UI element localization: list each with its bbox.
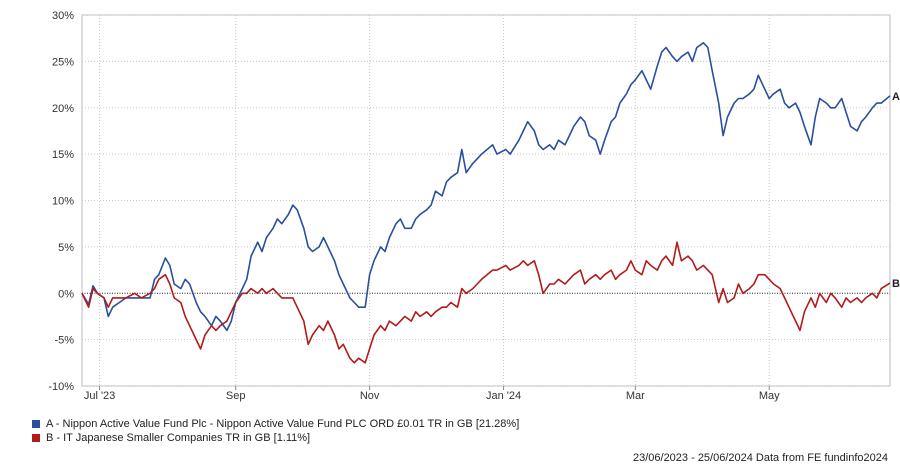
end-labels: AB — [892, 91, 900, 290]
y-tick-label: 30% — [52, 10, 74, 22]
y-tick-label: 10% — [52, 196, 74, 208]
x-tick-label: May — [759, 390, 780, 402]
legend-swatch-a — [32, 420, 40, 428]
line-chart: 30% 25% 20% 15% 10% 5% 0% -5% -10% Jul '23 Sep Nov… — [48, 10, 900, 402]
legend-item-b[interactable]: B - IT Japanese Smaller Companies TR in … — [32, 431, 519, 445]
series-line-a — [81, 41, 891, 332]
footer-source: 23/06/2023 - 25/06/2024 Data from FE fun… — [632, 452, 888, 464]
legend-item-a[interactable]: A - Nippon Active Value Fund Plc - Nippo… — [32, 417, 519, 431]
x-tick-label: Nov — [360, 390, 380, 402]
series-end-label-a: A — [892, 91, 900, 103]
x-tick-label: Jan '24 — [486, 390, 521, 402]
x-tick-label: Mar — [626, 390, 645, 402]
legend: A - Nippon Active Value Fund Plc - Nippo… — [32, 417, 519, 445]
y-tick-label: 5% — [58, 242, 74, 254]
series-line-b — [81, 241, 891, 364]
x-axis: Jul '23 Sep Nov Jan '24 Mar May — [84, 386, 780, 402]
series-end-label-b: B — [892, 278, 900, 290]
grid-lines — [82, 14, 890, 387]
legend-label-b: B - IT Japanese Smaller Companies TR in … — [46, 432, 311, 444]
y-tick-label: 20% — [52, 103, 74, 115]
x-tick-label: Jul '23 — [84, 390, 115, 402]
y-tick-label: 25% — [52, 56, 74, 68]
plot-area — [81, 14, 891, 387]
y-tick-label: -10% — [48, 381, 74, 393]
legend-label-a: A - Nippon Active Value Fund Plc - Nippo… — [46, 418, 520, 430]
y-tick-label: -5% — [54, 335, 74, 347]
legend-swatch-b — [32, 434, 40, 442]
y-axis: 30% 25% 20% 15% 10% 5% 0% -5% -10% — [48, 10, 74, 393]
y-tick-label: 15% — [52, 149, 74, 161]
y-tick-label: 0% — [58, 288, 74, 300]
x-tick-label: Sep — [226, 390, 246, 402]
series-group — [81, 41, 891, 364]
